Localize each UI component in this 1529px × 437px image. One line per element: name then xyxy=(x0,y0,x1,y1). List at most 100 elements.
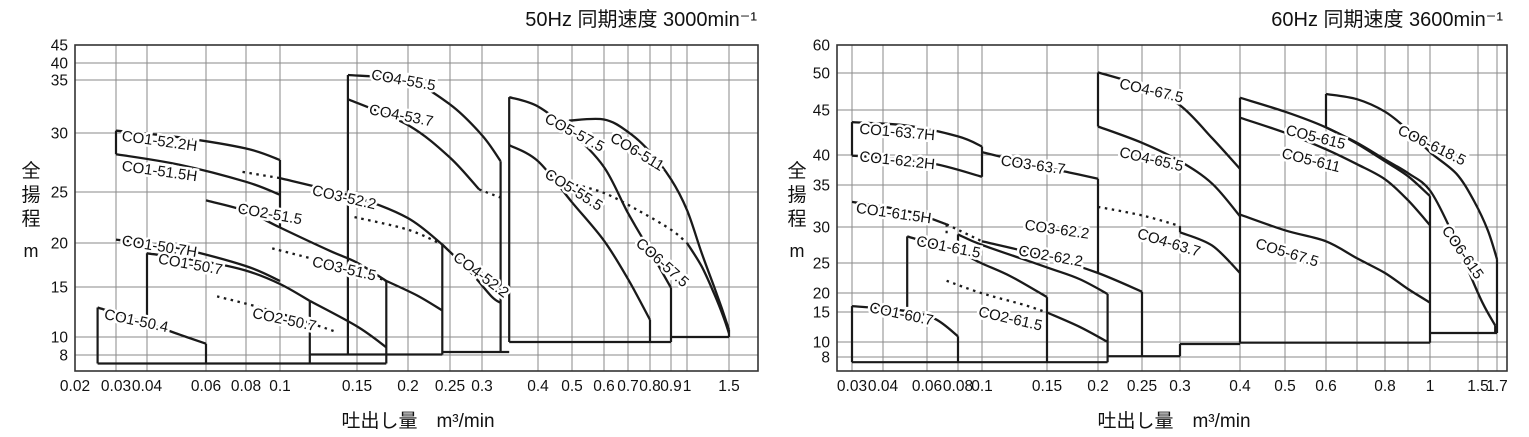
curve-label-CO1-51.5H: CO1-51.5H xyxy=(121,158,199,185)
x-tick-1: 1 xyxy=(1426,378,1435,395)
x-tick-0.04: 0.04 xyxy=(132,378,163,395)
curve-label-CO5-55.5: CO5-55.5 xyxy=(541,166,605,215)
curve-label-CO6-511: CO6-511 xyxy=(607,129,667,174)
x-tick-0.6: 0.6 xyxy=(593,378,615,395)
x-tick-0.3: 0.3 xyxy=(1169,378,1191,395)
chart-60hz: CO1-63.7HCO1-62.2HCO1-61.5HCO1-61.5CO1-6… xyxy=(813,38,1508,395)
curve-CO6-615 xyxy=(1325,126,1497,327)
x-tick-0.3: 0.3 xyxy=(471,378,493,395)
y-axis-unit-60hz: m xyxy=(789,241,805,261)
curve-label-CO4-63.7: CO4-63.7 xyxy=(1135,225,1202,260)
curve-label-CO2-50.7: CO2-50.7 xyxy=(251,305,318,335)
x-axis-label-60hz: 吐出し量 m³/min xyxy=(1097,411,1251,432)
tick-labels-50hz: 0.02 0.03 0.04 0.06 0.08 0.1 0.15 0.2 0.25 0.3 0.4… xyxy=(51,38,740,396)
y-tick-8: 8 xyxy=(59,348,68,365)
curve-CO1-61.5H xyxy=(851,200,947,226)
curve-label-CO4-53.7: CO4-53.7 xyxy=(368,101,435,130)
curve-CO4-67.5 xyxy=(1097,71,1241,170)
curve-CO2-61.5-tail xyxy=(1046,311,1109,344)
curve-CO3-52.2-ext xyxy=(242,170,281,180)
y-tick-40: 40 xyxy=(813,148,831,165)
curve-CO4-63.7 xyxy=(1097,205,1181,228)
x-tick-0.06: 0.06 xyxy=(912,378,942,395)
x-tick-0.5: 0.5 xyxy=(561,378,583,395)
curve-CO4-52.2-tail xyxy=(441,243,502,304)
model-curves-60hz xyxy=(851,71,1499,344)
y-axis-label-60hz: 全揚程 xyxy=(787,161,807,230)
curve-CO1-63.7H xyxy=(851,120,983,148)
curve-CO4-52.2 xyxy=(354,215,443,246)
curve-label-CO2-62.2: CO2-62.2 xyxy=(1017,242,1084,270)
curve-CO1-51.5H xyxy=(115,153,281,196)
curve-label-CO1-61.5H: CO1-61.5H xyxy=(855,200,933,227)
curve-label-CO3-51.5: CO3-51.5 xyxy=(311,253,378,284)
y-tick-60: 60 xyxy=(813,38,831,55)
curve-CO1-60.7 xyxy=(851,304,959,338)
curve-label-CO4-52.2: CO4-52.2 xyxy=(450,249,512,302)
y-tick-30: 30 xyxy=(51,126,69,143)
x-tick-0.2: 0.2 xyxy=(397,378,419,395)
x-tick-0.25: 0.25 xyxy=(435,378,465,395)
x-tick-0.2: 0.2 xyxy=(1087,378,1109,395)
y-tick-10: 10 xyxy=(813,335,831,352)
curve-CO2-51.5 xyxy=(205,199,387,282)
curve-CO1-50.7H xyxy=(115,238,281,283)
chart-title-60hz: 60Hz 同期速度 3600min⁻¹ xyxy=(1271,9,1503,31)
curve-CO1-50.4 xyxy=(97,306,207,345)
y-tick-50: 50 xyxy=(813,66,831,83)
curve-CO6-57.5 xyxy=(568,181,688,244)
curve-label-CO1-50.4: CO1-50.4 xyxy=(103,306,170,336)
x-axis-label-50hz: 吐出し量 m³/min xyxy=(341,411,495,432)
y-tick-25: 25 xyxy=(51,185,68,202)
y-tick-20: 20 xyxy=(813,286,831,303)
x-tick-0.4: 0.4 xyxy=(527,378,549,395)
y-axis-unit-50hz: m xyxy=(23,241,39,261)
curve-CO6-511 xyxy=(568,117,731,331)
x-tick-0.7: 0.7 xyxy=(617,378,639,395)
x-tick-1.7: 1.7 xyxy=(1486,378,1508,395)
y-tick-45: 45 xyxy=(51,38,68,55)
curve-CO4-65.5 xyxy=(1097,125,1241,218)
x-tick-1.5: 1.5 xyxy=(718,378,740,395)
y-tick-40: 40 xyxy=(51,56,69,73)
curve-label-CO3-63.7: CO3-63.7 xyxy=(1000,152,1067,178)
curve-CO4-63.7-tail xyxy=(1179,231,1241,274)
curve-CO3-62.2 xyxy=(981,240,1143,293)
curve-label-CO6-618.5: CO6-618.5 xyxy=(1395,122,1468,169)
curve-CO1-50.7 xyxy=(146,252,311,302)
curve-CO2-50.7-tail xyxy=(309,299,387,349)
x-tick-0.9: 0.9 xyxy=(660,378,682,395)
curve-CO2-62.2 xyxy=(957,233,1109,296)
x-tick-0.08: 0.08 xyxy=(231,378,261,395)
chart-50hz: CO1-52.2HCO1-51.5HCO1-50.7HCO1-50.7CO1-5… xyxy=(51,38,759,396)
curve-CO5-55.5 xyxy=(508,144,652,321)
curve-CO4-55.5 xyxy=(347,73,502,162)
x-tick-0.02: 0.02 xyxy=(60,378,90,395)
x-tick-0.8: 0.8 xyxy=(639,378,661,395)
region-boundaries-50hz xyxy=(96,75,731,365)
curve-CO4-53.7 xyxy=(347,98,480,191)
y-tick-15: 15 xyxy=(51,280,68,297)
curve-label-CO3-52.2: CO3-52.2 xyxy=(311,182,378,213)
x-tick-0.04: 0.04 xyxy=(868,378,899,395)
y-tick-35: 35 xyxy=(51,73,68,90)
curve-label-CO1-62.2H: CO1-62.2H xyxy=(859,148,936,173)
curve-label-CO6-615: CO6-615 xyxy=(1438,223,1487,283)
x-tick-0.03: 0.03 xyxy=(837,378,867,395)
region-boundaries-60hz xyxy=(850,72,1499,364)
curve-CO5-57.5 xyxy=(508,95,672,289)
curve-label-CO3-62.2: CO3-62.2 xyxy=(1024,217,1091,243)
x-tick-0.06: 0.06 xyxy=(191,378,221,395)
curve-label-CO1-52.2H: CO1-52.2H xyxy=(121,128,199,155)
curve-CO1-62.2H xyxy=(851,154,983,178)
curve-label-CO4-67.5: CO4-67.5 xyxy=(1118,75,1185,106)
grid-50hz xyxy=(74,44,758,371)
x-tick-0.8: 0.8 xyxy=(1374,378,1396,395)
x-tick-0.4: 0.4 xyxy=(1229,378,1251,395)
curve-CO5-611 xyxy=(1239,116,1431,226)
curve-label-CO5-67.5: CO5-67.5 xyxy=(1253,235,1320,270)
curve-CO3-52.2 xyxy=(279,176,444,246)
x-tick-0.5: 0.5 xyxy=(1274,378,1296,395)
curve-CO3-51.5-tail xyxy=(383,278,443,312)
